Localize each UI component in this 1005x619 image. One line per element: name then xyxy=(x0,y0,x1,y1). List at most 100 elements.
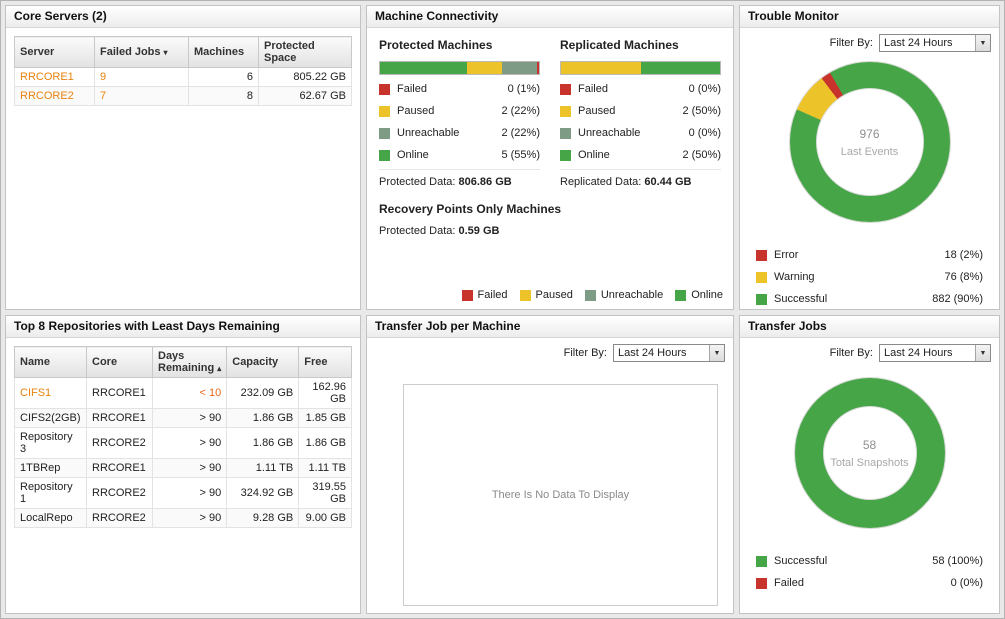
legend-item: Online 2 (50%) xyxy=(560,144,721,166)
legend-label: Online xyxy=(397,149,429,161)
trouble-monitor-title: Trouble Monitor xyxy=(740,6,999,28)
warning-swatch-icon xyxy=(756,271,767,283)
column-label: Failed Jobs xyxy=(100,46,161,58)
failed-swatch-icon xyxy=(379,83,390,95)
time-filter-dropdown[interactable]: Last 24 Hours ▼ xyxy=(879,344,991,362)
legend-label: Online xyxy=(691,289,723,301)
panel-repositories: Top 8 Repositories with Least Days Remai… xyxy=(5,315,361,614)
legend-label: Successful xyxy=(774,293,828,305)
repositories-table: Name Core Days Remaining ▴ Capacity Free … xyxy=(14,346,352,528)
repository-name-cell[interactable]: 1TBRep xyxy=(14,458,87,478)
filter-row: Filter By: Last 24 Hours ▼ xyxy=(740,338,999,364)
data-value: 0.59 GB xyxy=(458,225,500,237)
column-header-machines[interactable]: Machines xyxy=(188,36,259,68)
panel-machine-connectivity: Machine Connectivity Protected Machines … xyxy=(366,5,734,310)
failed-jobs-link[interactable]: 7 xyxy=(94,86,189,106)
table-row[interactable]: Repository 3 RRCORE2 > 90 1.86 GB 1.86 G… xyxy=(14,427,352,459)
days-remaining-cell: > 90 xyxy=(151,427,228,459)
legend-value: 0 (1%) xyxy=(507,83,540,95)
trouble-monitor-legend: Error 18 (2%) Warning 76 (8%) Successful… xyxy=(756,244,983,309)
replicated-machines-bar[interactable] xyxy=(560,61,721,75)
sort-desc-icon: ▾ xyxy=(163,48,168,57)
table-row[interactable]: CIFS2(2GB) RRCORE1 > 90 1.86 GB 1.85 GB xyxy=(14,408,352,428)
recovery-points-data-line: Protected Data: 0.59 GB xyxy=(379,225,721,237)
legend-value: 18 (2%) xyxy=(944,249,983,261)
free-cell: 1.86 GB xyxy=(298,427,352,459)
server-link[interactable]: RRCORE1 xyxy=(14,67,95,87)
capacity-cell: 1.86 GB xyxy=(226,427,300,459)
column-header-name[interactable]: Name xyxy=(14,346,87,378)
repository-name-cell[interactable]: Repository 1 xyxy=(14,477,87,509)
data-label: Replicated Data: xyxy=(560,176,642,188)
column-header-server[interactable]: Server xyxy=(14,36,95,68)
capacity-cell: 9.28 GB xyxy=(226,508,300,528)
data-value: 806.86 GB xyxy=(458,176,512,188)
legend-value: 0 (0%) xyxy=(688,127,721,139)
successful-swatch-icon xyxy=(756,293,767,305)
legend-item: Failed 0 (1%) xyxy=(379,78,540,100)
legend-value: 882 (90%) xyxy=(932,293,983,305)
donut-center-value: 58 xyxy=(862,437,877,452)
legend-item: Failed xyxy=(461,289,508,301)
donut-center: 976 Last Events xyxy=(815,88,924,196)
time-filter-dropdown[interactable]: Last 24 Hours ▼ xyxy=(613,344,725,362)
column-label: Name xyxy=(20,356,50,368)
column-header-free[interactable]: Free xyxy=(298,346,352,378)
unreachable-swatch-icon xyxy=(560,127,571,139)
online-swatch-icon xyxy=(379,149,390,161)
protected-space-cell: 805.22 GB xyxy=(258,67,352,87)
recovery-points-section: Recovery Points Only Machines Protected … xyxy=(379,202,721,237)
core-cell: RRCORE2 xyxy=(86,427,153,459)
table-row[interactable]: RRCORE1 9 6 805.22 GB xyxy=(14,67,352,87)
legend-value: 2 (22%) xyxy=(501,105,540,117)
table-row[interactable]: 1TBRep RRCORE1 > 90 1.11 TB 1.11 TB xyxy=(14,458,352,478)
core-cell: RRCORE2 xyxy=(86,508,153,528)
table-row[interactable]: CIFS1 RRCORE1 < 10 232.09 GB 162.96 GB xyxy=(14,377,352,409)
column-label: Days Remaining xyxy=(158,350,215,374)
legend-item: Failed 0 (0%) xyxy=(756,572,983,594)
table-row[interactable]: RRCORE2 7 8 62.67 GB xyxy=(14,86,352,106)
transfer-jobs-donut-chart[interactable]: 58 Total Snapshots xyxy=(794,378,945,528)
column-header-capacity[interactable]: Capacity xyxy=(226,346,300,378)
repository-name-cell[interactable]: CIFS2(2GB) xyxy=(14,408,87,428)
column-header-core[interactable]: Core xyxy=(86,346,153,378)
dropdown-selected-value: Last 24 Hours xyxy=(884,347,953,359)
legend-value: 0 (0%) xyxy=(950,577,983,589)
column-header-failed-jobs[interactable]: Failed Jobs ▾ xyxy=(94,36,189,68)
legend-label: Failed xyxy=(774,577,804,589)
sort-asc-icon: ▴ xyxy=(217,364,222,373)
repository-name-cell[interactable]: LocalRepo xyxy=(14,508,87,528)
recovery-points-heading: Recovery Points Only Machines xyxy=(379,202,562,216)
online-swatch-icon xyxy=(560,149,571,161)
table-row[interactable]: LocalRepo RRCORE2 > 90 9.28 GB 9.00 GB xyxy=(14,508,352,528)
column-header-days-remaining[interactable]: Days Remaining ▴ xyxy=(151,346,228,378)
column-label: Machines xyxy=(194,46,245,58)
days-remaining-cell: < 10 xyxy=(151,377,228,409)
core-cell: RRCORE1 xyxy=(86,458,153,478)
column-header-protected-space[interactable]: Protected Space xyxy=(258,36,352,68)
data-label: Protected Data: xyxy=(379,225,456,237)
server-link[interactable]: RRCORE2 xyxy=(14,86,95,106)
core-cell: RRCORE2 xyxy=(86,477,153,509)
dropdown-selected-value: Last 24 Hours xyxy=(618,347,687,359)
protected-data-line: Protected Data: 806.86 GB xyxy=(379,169,540,188)
time-filter-dropdown[interactable]: Last 24 Hours ▼ xyxy=(879,34,991,52)
core-cell: RRCORE1 xyxy=(86,377,153,409)
protected-machines-bar[interactable] xyxy=(379,61,540,75)
replicated-machines-heading: Replicated Machines xyxy=(560,38,679,52)
machine-connectivity-body: Protected Machines Failed 0 (1%) Paused … xyxy=(367,28,733,309)
legend-item: Paused 2 (22%) xyxy=(379,100,540,122)
legend-value: 2 (50%) xyxy=(682,105,721,117)
repository-name-cell[interactable]: Repository 3 xyxy=(14,427,87,459)
free-cell: 162.96 GB xyxy=(298,377,352,409)
failed-jobs-link[interactable]: 9 xyxy=(94,67,189,87)
legend-label: Unreachable xyxy=(600,289,664,301)
table-row[interactable]: Repository 1 RRCORE2 > 90 324.92 GB 319.… xyxy=(14,477,352,509)
replicated-machines-legend: Failed 0 (0%) Paused 2 (50%) Unreachable… xyxy=(560,78,721,166)
legend-label: Unreachable xyxy=(578,127,641,139)
trouble-monitor-body: Filter By: Last 24 Hours ▼ 976 Last Even… xyxy=(740,28,999,309)
repository-name-cell[interactable]: CIFS1 xyxy=(14,377,87,409)
bar-segment-paused xyxy=(467,62,503,74)
donut-center-value: 976 xyxy=(859,126,880,141)
trouble-monitor-donut-chart[interactable]: 976 Last Events xyxy=(789,62,950,222)
